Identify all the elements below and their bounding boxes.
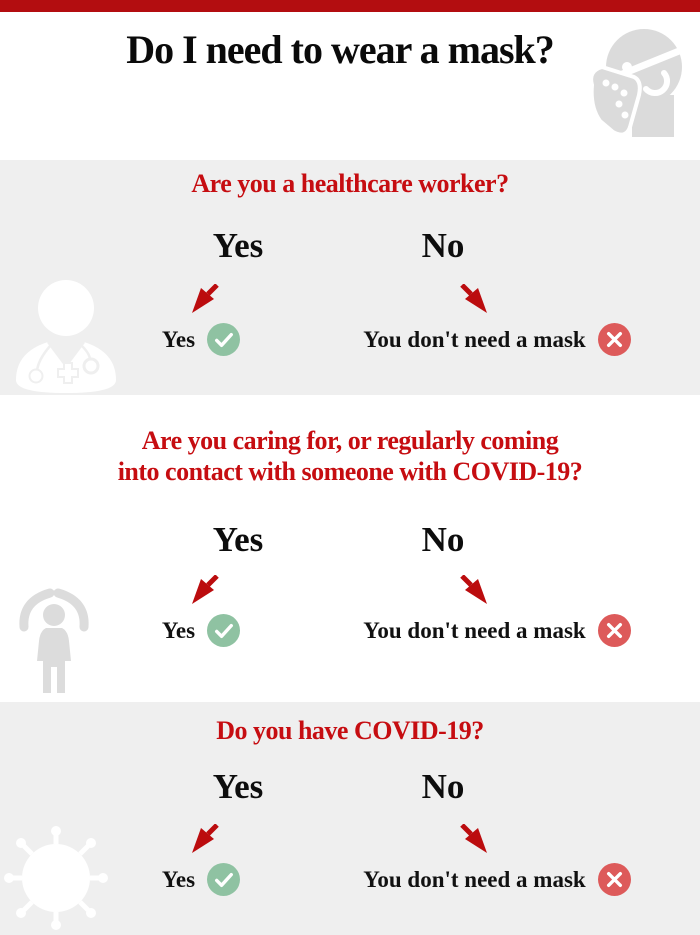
result-no: You don't need a mask bbox=[342, 863, 652, 896]
check-circle-icon bbox=[207, 863, 241, 896]
branch-yes-label: Yes bbox=[212, 520, 264, 559]
branch-yes-label: Yes bbox=[212, 226, 264, 265]
branch-no-label: No bbox=[421, 767, 465, 806]
result-yes: Yes bbox=[116, 323, 286, 356]
top-accent-bar bbox=[0, 0, 700, 12]
cross-circle-icon bbox=[597, 323, 631, 356]
arrow-down-left-icon bbox=[190, 284, 220, 316]
arrow-down-right-icon bbox=[459, 284, 489, 316]
result-yes: Yes bbox=[116, 614, 286, 647]
header: Do I need to wear a mask? bbox=[0, 12, 700, 160]
arrow-down-right-icon bbox=[459, 575, 489, 607]
arrow-down-left-icon bbox=[190, 824, 220, 856]
question-text: Are you a healthcare worker? bbox=[191, 169, 509, 198]
branch-yes-label: Yes bbox=[212, 767, 264, 806]
branch-no-label: No bbox=[421, 226, 465, 265]
masked-face-icon bbox=[582, 26, 696, 138]
result-no-text: You don't need a mask bbox=[363, 867, 586, 892]
caring-hands-icon bbox=[16, 581, 92, 693]
question-text: Do you have COVID-19? bbox=[216, 716, 484, 745]
branch-no-label: No bbox=[421, 520, 465, 559]
result-no-text: You don't need a mask bbox=[363, 618, 586, 643]
check-circle-icon bbox=[207, 614, 241, 647]
check-circle-icon bbox=[207, 323, 241, 356]
doctor-icon bbox=[4, 274, 128, 394]
result-yes: Yes bbox=[116, 863, 286, 896]
virus-icon bbox=[4, 826, 108, 930]
result-no: You don't need a mask bbox=[342, 323, 652, 356]
section-healthcare-worker: Are you a healthcare worker? Yes No Yes bbox=[0, 160, 700, 395]
cross-circle-icon bbox=[597, 863, 631, 896]
section-contact-with-covid: Are you caring for, or regularly coming … bbox=[0, 395, 700, 702]
result-no-text: You don't need a mask bbox=[363, 327, 586, 352]
section-have-covid: Do you have COVID-19? Yes No Yes bbox=[0, 702, 700, 935]
result-yes-text: Yes bbox=[161, 618, 196, 643]
arrow-down-right-icon bbox=[459, 824, 489, 856]
cross-circle-icon bbox=[597, 614, 631, 647]
result-no: You don't need a mask bbox=[342, 614, 652, 647]
result-yes-text: Yes bbox=[161, 867, 196, 892]
question-line: into contact with someone with COVID-19? bbox=[117, 457, 583, 486]
arrow-down-left-icon bbox=[190, 575, 220, 607]
question-text: Are you caring for, or regularly coming … bbox=[0, 425, 700, 487]
result-yes-text: Yes bbox=[161, 327, 196, 352]
question-line: Are you caring for, or regularly coming bbox=[141, 426, 559, 455]
page-title: Do I need to wear a mask? bbox=[126, 27, 555, 72]
